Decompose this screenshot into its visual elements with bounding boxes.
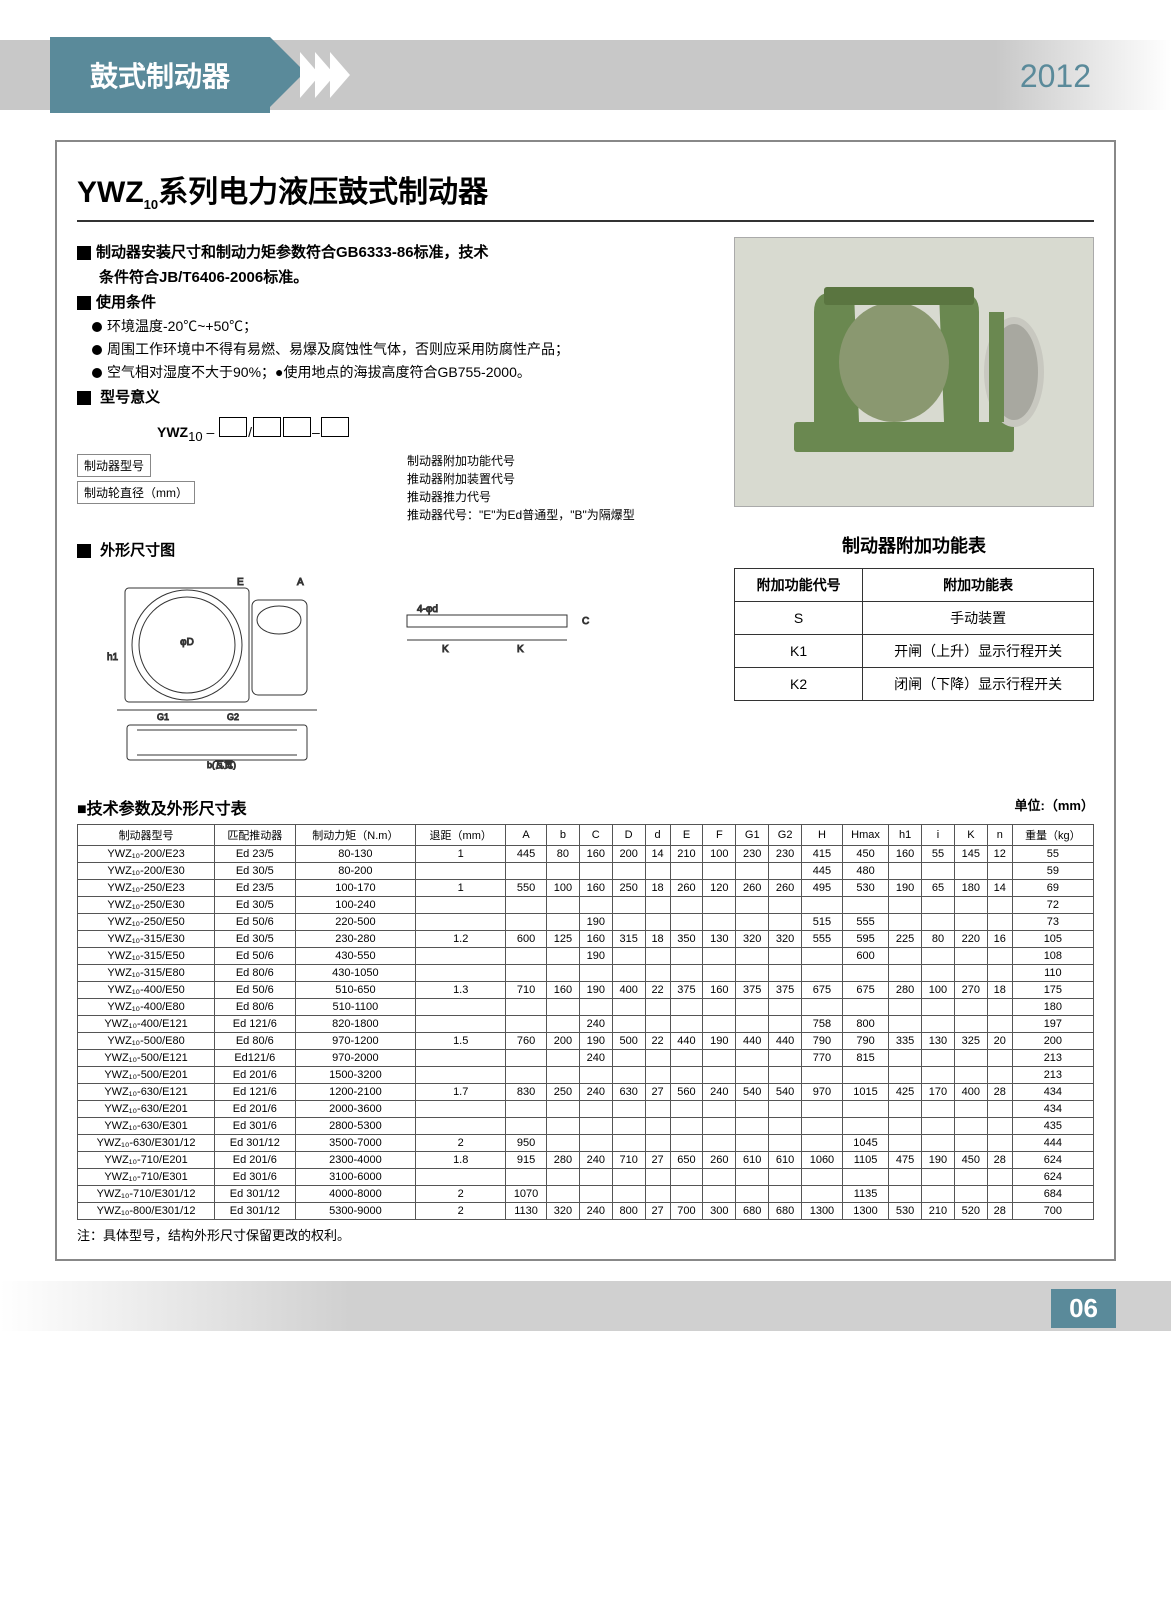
svg-text:b(瓦宽): b(瓦宽)	[207, 759, 236, 770]
spec-header: h1	[889, 824, 922, 845]
table-row: YWZ₁₀-710/E301/12Ed 301/124000-800021070…	[78, 1185, 1094, 1202]
year-label: 2012	[1020, 58, 1091, 95]
table-row: YWZ₁₀-630/E301/12Ed 301/123500-700029501…	[78, 1134, 1094, 1151]
table-row: YWZ₁₀-400/E121Ed 121/6820-18002407588001…	[78, 1015, 1094, 1032]
table-row: YWZ₁₀-500/E121Ed121/6970-200024077081521…	[78, 1049, 1094, 1066]
spec-header: G1	[736, 824, 769, 845]
spec-header: i	[922, 824, 955, 845]
spec-header: b	[546, 824, 579, 845]
header-bar: 鼓式制动器 2012	[0, 40, 1171, 110]
table-row: YWZ₁₀-500/E201Ed 201/61500-3200213	[78, 1066, 1094, 1083]
spec-header: Hmax	[842, 824, 888, 845]
page-footer: 06	[0, 1281, 1171, 1331]
spec-header: K	[954, 824, 987, 845]
chevron-decoration	[300, 52, 345, 103]
dimension-drawing: φD h1 G1 G2 b(瓦宽) E A 4-φd K K	[77, 570, 714, 775]
table-row: YWZ₁₀-630/E301Ed 301/62800-5300435	[78, 1117, 1094, 1134]
spec-header: 制动力矩（N.m）	[295, 824, 416, 845]
svg-text:φD: φD	[180, 637, 194, 648]
svg-text:K: K	[517, 644, 524, 655]
model-label-3: 推动器推力代号	[407, 488, 635, 506]
model-left-2: 制动轮直径（mm）	[77, 481, 195, 504]
spec-header: D	[612, 824, 645, 845]
svg-text:h1: h1	[107, 652, 119, 663]
main-title: YWZ10系列电力液压鼓式制动器	[77, 167, 1094, 212]
table-row: YWZ₁₀-315/E30Ed 30/5230-2801.26001251603…	[78, 930, 1094, 947]
addon-table-title: 制动器附加功能表	[734, 532, 1094, 558]
spec-header: 匹配推动器	[215, 824, 295, 845]
model-label-1: 制动器附加功能代号	[407, 452, 635, 470]
spec-header: F	[703, 824, 736, 845]
spec-header: E	[670, 824, 703, 845]
usage-title: 使用条件	[77, 291, 714, 312]
table-row: YWZ₁₀-250/E30Ed 30/5100-24072	[78, 896, 1094, 913]
model-label-2: 推动器附加装置代号	[407, 470, 635, 488]
svg-text:E: E	[237, 577, 244, 588]
usage-2: 周围工作环境中不得有易燃、易爆及腐蚀性气体，否则应采用防腐性产品；	[92, 339, 714, 359]
svg-text:K: K	[442, 644, 449, 655]
svg-text:G1: G1	[157, 712, 169, 722]
spec-standard: 制动器安装尺寸和制动力矩参数符合GB6333-86标准，技术	[77, 241, 714, 262]
spec-table: 制动器型号匹配推动器制动力矩（N.m）退距（mm）AbCDdEFG1G2HHma…	[77, 824, 1094, 1220]
table-row: YWZ₁₀-250/E23Ed 23/5100-1701550100160250…	[78, 879, 1094, 896]
table-row: YWZ₁₀-710/E301Ed 301/63100-6000624	[78, 1168, 1094, 1185]
title-prefix: YWZ	[77, 176, 144, 209]
spec-header: G2	[769, 824, 802, 845]
header-title: 鼓式制动器	[50, 37, 270, 113]
table-row: YWZ₁₀-400/E50Ed 50/6510-6501.37101601904…	[78, 981, 1094, 998]
spec-header: n	[987, 824, 1012, 845]
svg-text:4-φd: 4-φd	[417, 604, 438, 615]
svg-text:A: A	[297, 577, 304, 588]
model-label-4: 推动器代号："E"为Ed普通型，"B"为隔爆型	[407, 506, 635, 524]
product-photo	[734, 237, 1094, 507]
page-number: 06	[1051, 1289, 1116, 1328]
spec-header: 制动器型号	[78, 824, 215, 845]
table-row: YWZ₁₀-800/E301/12Ed 301/125300-900021130…	[78, 1202, 1094, 1219]
table-row: YWZ₁₀-500/E80Ed 80/6970-12001.5760200190…	[78, 1032, 1094, 1049]
table-row: YWZ₁₀-710/E201Ed 201/62300-40001.8915280…	[78, 1151, 1094, 1168]
usage-title-text: 使用条件	[96, 294, 156, 311]
dimension-title: 外形尺寸图	[77, 539, 714, 560]
addon-h1: 附加功能表	[863, 569, 1094, 602]
table-footnote: 注：具体型号，结构外形尺寸保留更改的权利。	[77, 1225, 1094, 1244]
title-suffix: 系列电力液压鼓式制动器	[158, 176, 488, 209]
table-row: YWZ₁₀-315/E50Ed 50/6430-550190600108	[78, 947, 1094, 964]
addon-table: 附加功能代号附加功能表 S手动装置 K1开闸（上升）显示行程开关 K2闭闸（下降…	[734, 568, 1094, 701]
spec-header: C	[579, 824, 612, 845]
table-row: YWZ₁₀-250/E50Ed 50/6220-50019051555573	[78, 913, 1094, 930]
usage-1: 环境温度-20℃~+50℃；	[92, 316, 714, 336]
table-row: YWZ₁₀-200/E23Ed 23/580-13014458016020014…	[78, 845, 1094, 862]
table-row: YWZ₁₀-630/E201Ed 201/62000-3600434	[78, 1100, 1094, 1117]
svg-text:C: C	[582, 616, 589, 627]
model-diagram: YWZ10 – /– 制动器型号 制动轮直径（mm） 制动器附加功能代号 推动器…	[77, 417, 714, 524]
spec-line2: 条件符合JB/T6406-2006标准。	[99, 266, 714, 287]
table-row: YWZ₁₀-400/E80Ed 80/6510-1100180	[78, 998, 1094, 1015]
main-content-frame: YWZ10系列电力液压鼓式制动器 制动器安装尺寸和制动力矩参数符合GB6333-…	[55, 140, 1116, 1261]
model-left-1: 制动器型号	[77, 454, 151, 477]
spec-header: 退距（mm）	[416, 824, 506, 845]
spec-header: d	[645, 824, 670, 845]
addon-h0: 附加功能代号	[735, 569, 863, 602]
usage-3: 空气相对湿度不大于90%；●使用地点的海拔高度符合GB755-2000。	[92, 362, 714, 382]
spec-line1: 制动器安装尺寸和制动力矩参数符合GB6333-86标准，技术	[96, 244, 489, 261]
title-sub: 10	[144, 197, 158, 212]
tech-table-title: ■技术参数及外形尺寸表 单位:（mm）	[77, 795, 1094, 819]
table-row: YWZ₁₀-315/E80Ed 80/6430-1050110	[78, 964, 1094, 981]
svg-text:G2: G2	[227, 712, 239, 722]
table-row: YWZ₁₀-200/E30Ed 30/580-20044548059	[78, 862, 1094, 879]
unit-label: 单位:（mm）	[1015, 795, 1094, 814]
spec-header: 重量（kg）	[1012, 824, 1093, 845]
spec-header: A	[506, 824, 547, 845]
spec-header: H	[802, 824, 843, 845]
table-row: YWZ₁₀-630/E121Ed 121/61200-21001.7830250…	[78, 1083, 1094, 1100]
model-meaning-title: 型号意义	[77, 386, 714, 407]
